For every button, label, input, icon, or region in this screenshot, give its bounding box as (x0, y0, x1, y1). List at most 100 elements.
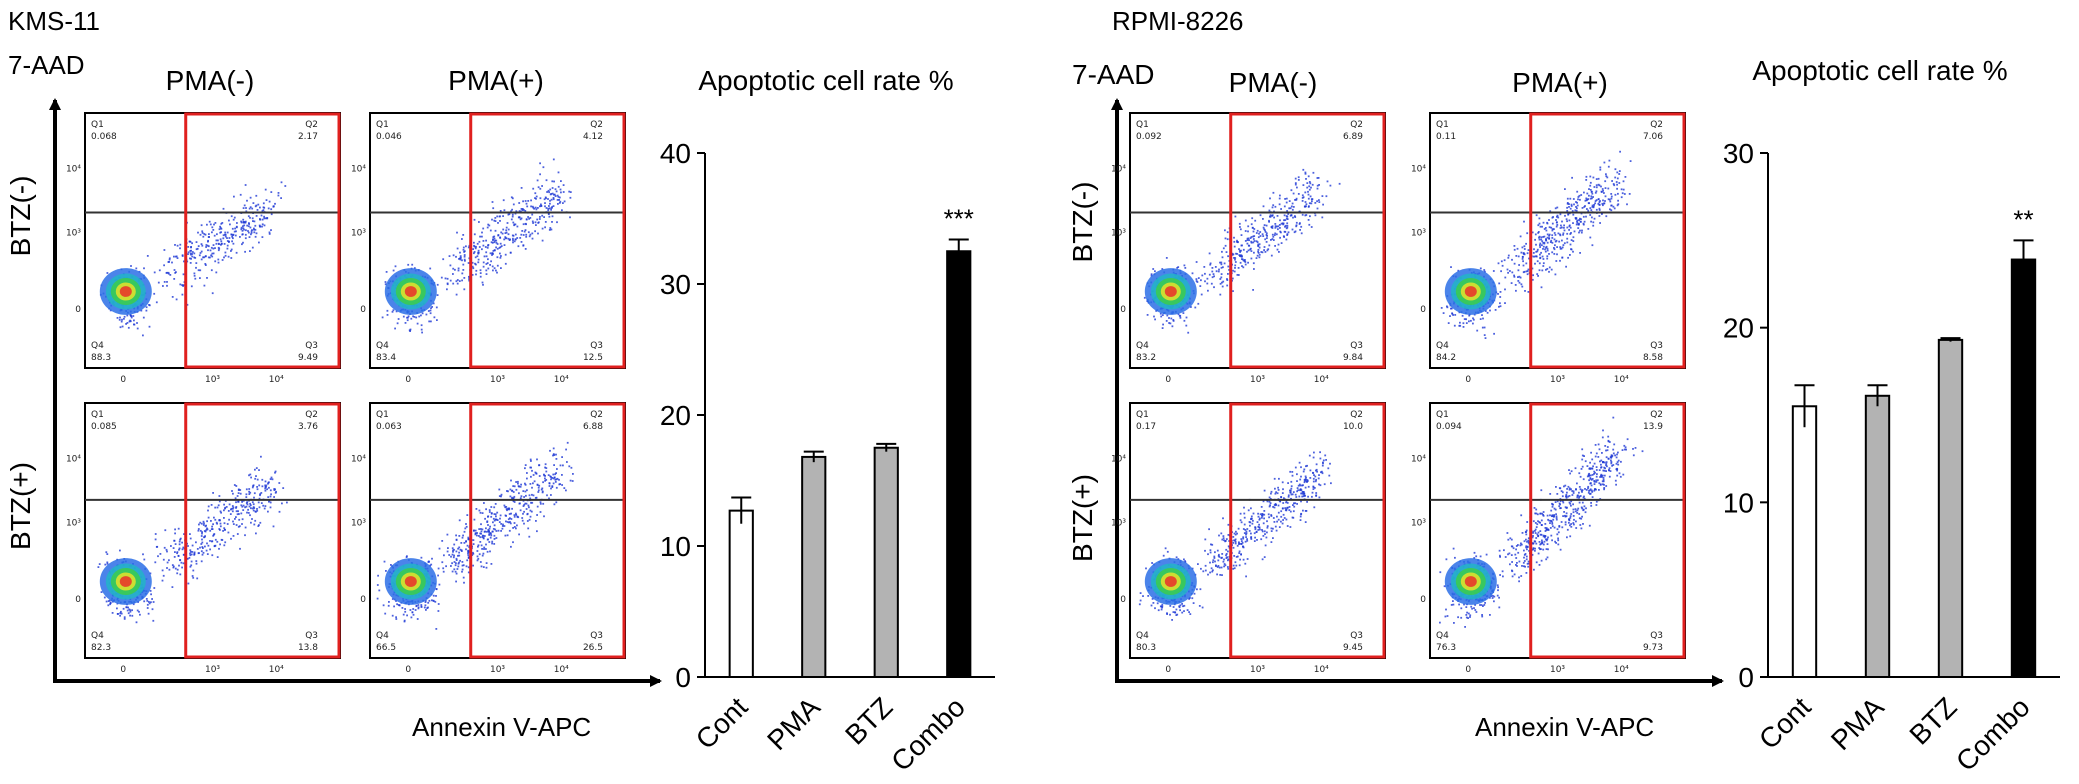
event-dot (191, 253, 193, 255)
event-dot (1243, 260, 1246, 262)
event-dot (127, 612, 130, 615)
event-dot (1290, 487, 1293, 490)
event-dot (483, 546, 486, 549)
event-dot (241, 243, 243, 246)
event-dot (196, 247, 199, 250)
event-dot (1523, 220, 1525, 223)
event-dot (224, 251, 227, 254)
event-dot (1330, 482, 1332, 485)
event-dot (200, 250, 203, 253)
event-dot (119, 612, 122, 615)
event-dot (249, 250, 251, 252)
event-dot (1220, 263, 1223, 266)
event-dot (431, 557, 433, 560)
event-dot (1545, 268, 1547, 271)
event-dot (251, 217, 254, 220)
event-dot (1584, 460, 1587, 463)
quadrant-value: 3.76 (298, 422, 318, 432)
event-dot (534, 230, 536, 233)
event-dot (1314, 202, 1317, 204)
event-dot (556, 194, 559, 197)
event-dot (1244, 529, 1247, 531)
event-dot (1555, 225, 1558, 228)
event-dot (1459, 321, 1461, 324)
event-dot (1239, 226, 1241, 228)
event-dot (1617, 203, 1620, 206)
event-dot (465, 540, 467, 543)
event-dot (256, 509, 259, 512)
event-dot (1294, 215, 1296, 217)
event-dot (210, 520, 212, 522)
event-dot (1531, 536, 1534, 539)
event-dot (1579, 217, 1581, 220)
event-dot (1284, 225, 1286, 228)
event-dot (1259, 517, 1261, 520)
event-dot (510, 196, 513, 199)
quadrant-label: Q4 (1136, 631, 1149, 641)
event-dot (214, 247, 216, 249)
event-dot (1301, 194, 1304, 197)
event-dot (1439, 621, 1441, 624)
event-dot (264, 480, 267, 483)
event-dot (1600, 185, 1602, 188)
event-dot (1315, 478, 1317, 481)
event-dot (489, 229, 492, 232)
event-dot (1304, 478, 1307, 481)
event-dot (1313, 451, 1315, 454)
event-dot (461, 568, 464, 571)
event-dot (1318, 474, 1320, 476)
event-dot (524, 248, 527, 250)
event-dot (1319, 484, 1322, 487)
event-dot (1538, 222, 1541, 225)
event-dot (1283, 497, 1285, 500)
event-dot (491, 218, 493, 221)
event-dot (1597, 177, 1600, 180)
event-dot (496, 511, 499, 514)
event-dot (512, 527, 514, 529)
event-dot (1599, 460, 1601, 463)
event-dot (521, 208, 524, 210)
event-dot (1241, 258, 1243, 260)
event-dot (1223, 565, 1225, 568)
event-dot (1242, 558, 1245, 561)
event-dot (247, 231, 250, 234)
event-dot (549, 188, 552, 191)
event-dot (1219, 574, 1222, 576)
event-dot (1204, 272, 1206, 275)
event-dot (217, 261, 220, 264)
event-dot (1559, 213, 1562, 216)
event-dot (256, 488, 259, 491)
event-dot (1608, 467, 1611, 470)
event-dot (538, 218, 541, 220)
event-dot (1145, 567, 1147, 570)
event-dot (1304, 214, 1307, 217)
event-dot (1599, 200, 1601, 202)
event-dot (1569, 197, 1572, 200)
event-dot (1248, 239, 1250, 242)
event-dot (1245, 532, 1248, 535)
event-dot (1308, 202, 1311, 205)
event-dot (1301, 492, 1304, 495)
panel-kms11: KMS-11 7-AAD PMA(-) PMA(+) BTZ(-) BTZ(+)… (5, 6, 995, 777)
quadrant-label: Q3 (1350, 631, 1363, 641)
event-dot (1541, 269, 1544, 272)
event-dot (561, 209, 563, 212)
x-tick-label: 0 (405, 375, 411, 385)
event-dot (174, 255, 177, 258)
event-dot (1311, 183, 1314, 186)
event-dot (1604, 445, 1607, 447)
event-dot (189, 537, 192, 540)
event-dot (1212, 569, 1214, 572)
event-dot (269, 478, 272, 480)
event-dot (1250, 517, 1253, 520)
event-dot (488, 511, 491, 513)
event-dot (1213, 286, 1215, 289)
event-dot (1257, 245, 1259, 247)
event-dot (1275, 225, 1278, 228)
event-dot (1209, 551, 1212, 554)
event-dot (1170, 317, 1173, 320)
event-dot (1221, 281, 1223, 284)
event-dot (523, 522, 525, 525)
event-dot (1527, 249, 1530, 251)
event-dot (1295, 221, 1298, 224)
